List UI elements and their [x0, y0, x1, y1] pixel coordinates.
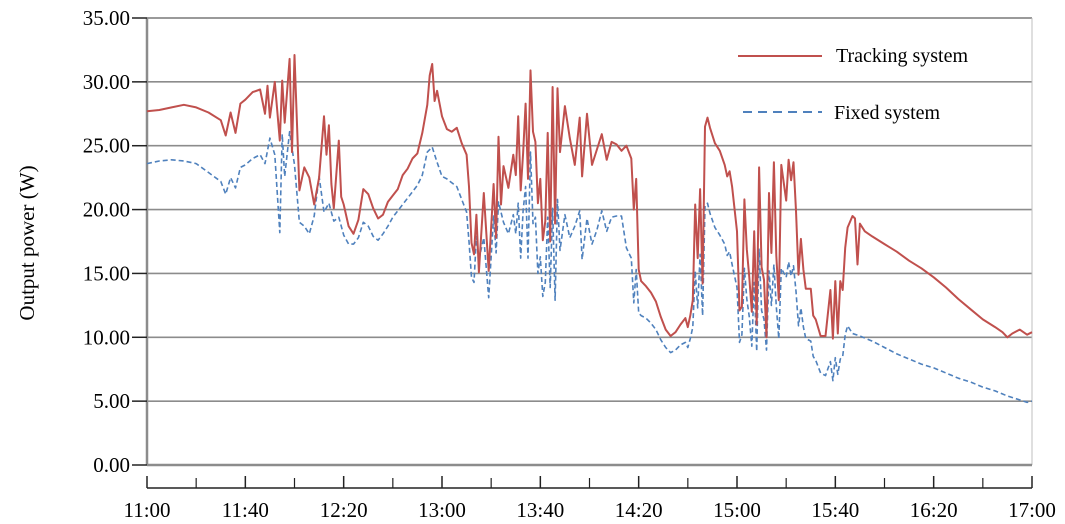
y-axis-title: Output power (W) [15, 165, 39, 320]
fixed-system-line [146, 130, 1033, 404]
x-tick-label: 15:40 [811, 498, 859, 522]
y-tick-label: 10.00 [83, 325, 130, 349]
x-tick-label: 14:20 [615, 498, 663, 522]
y-tick-label: 35.00 [83, 6, 130, 30]
y-tick-label: 30.00 [83, 70, 130, 94]
tracking-system-line [146, 54, 1033, 340]
x-tick-label: 12:20 [320, 498, 368, 522]
series-lines [146, 54, 1033, 404]
x-tick-label: 15:00 [713, 498, 761, 522]
x-tick-label: 17:00 [1008, 498, 1056, 522]
legend-tracking-label: Tracking system [836, 45, 968, 67]
y-tick-label: 0.00 [93, 453, 130, 477]
x-tick-label: 13:40 [516, 498, 564, 522]
y-axis-ticks: 0.00 5.00 10.00 15.00 20.00 25.00 30.00 35.00 [83, 6, 147, 477]
legend: Tracking system Fixed system [738, 45, 968, 124]
legend-fixed-label: Fixed system [834, 102, 941, 124]
x-tick-label: 16:20 [910, 498, 958, 522]
y-tick-label: 25.00 [83, 134, 130, 158]
x-tick-label: 13:00 [418, 498, 466, 522]
x-tick-label: 11:00 [123, 498, 170, 522]
x-axis-ticks: 11:00 11:40 12:20 13:00 13:40 14:20 15:00 15:40… [123, 476, 1056, 522]
y-tick-label: 20.00 [83, 198, 130, 222]
y-tick-label: 5.00 [93, 389, 130, 413]
x-tick-label: 11:40 [222, 498, 269, 522]
y-tick-label: 15.00 [83, 261, 130, 285]
